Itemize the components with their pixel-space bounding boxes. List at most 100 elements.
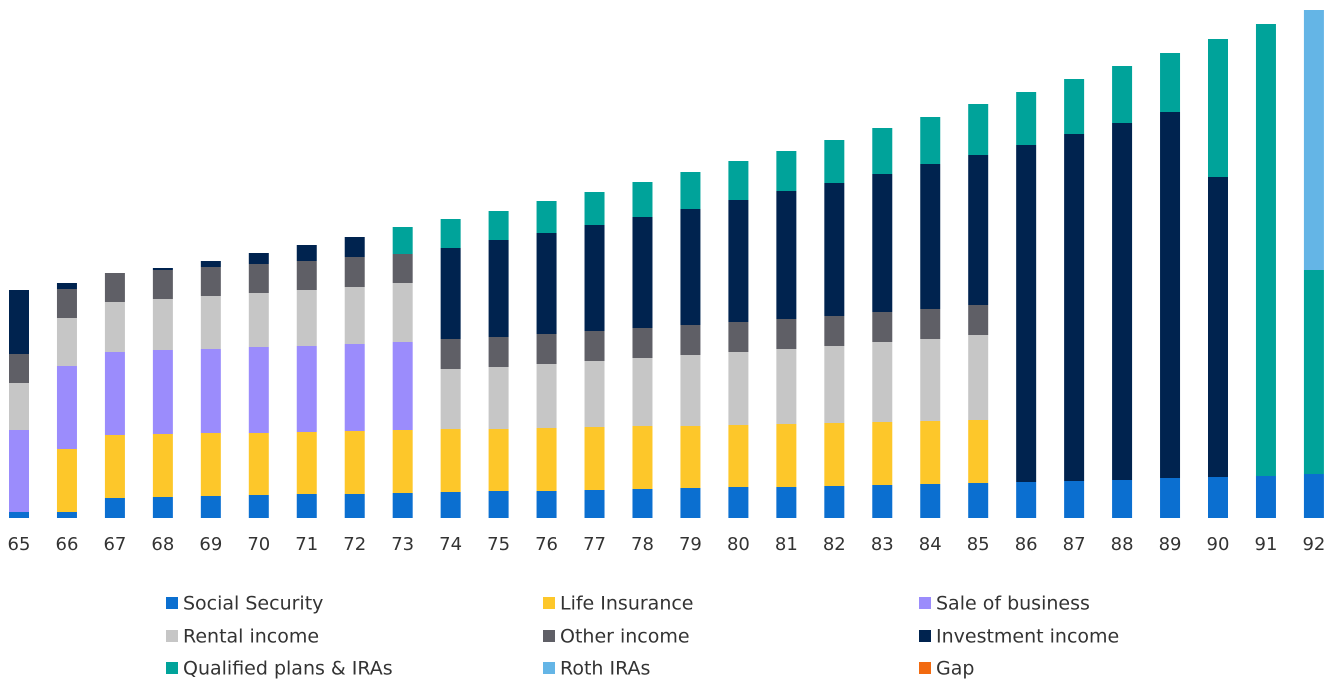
- bar-segment: [9, 290, 29, 354]
- bar-segment: [488, 367, 509, 429]
- x-tick-label: 88: [1111, 534, 1134, 555]
- legend-label: Other income: [560, 626, 690, 648]
- bar-segment: [296, 261, 317, 290]
- legend-swatch: [543, 597, 555, 609]
- bar-segment: [104, 498, 125, 518]
- bar-segment: [104, 302, 125, 352]
- bar-segment: [872, 128, 893, 174]
- bar-segment: [728, 200, 749, 322]
- bar-segment: [152, 268, 173, 270]
- bar-segment: [1255, 24, 1276, 476]
- bar-segment: [56, 512, 77, 518]
- x-tick-label: 86: [1015, 534, 1038, 555]
- bar-segment: [296, 494, 317, 518]
- bar-segment: [56, 289, 77, 318]
- bar-segment: [1016, 145, 1037, 482]
- bar-segment: [1064, 79, 1085, 134]
- bar-segment: [440, 429, 461, 492]
- bar-segment: [200, 296, 221, 349]
- bar-segment: [632, 217, 653, 328]
- legend-label: Life Insurance: [560, 593, 694, 615]
- x-tick-label: 68: [151, 534, 174, 555]
- bar-segment: [680, 209, 701, 325]
- legend-swatch: [919, 662, 931, 674]
- bar-segment: [920, 339, 941, 421]
- x-tick-label: 75: [487, 534, 510, 555]
- bar-segment: [584, 192, 605, 225]
- bar-segment: [872, 312, 893, 342]
- x-tick-label: 89: [1159, 534, 1182, 555]
- bar-segment: [776, 191, 797, 319]
- bar-segment: [296, 245, 317, 261]
- bar-segment: [968, 104, 989, 155]
- bar-segment: [152, 299, 173, 350]
- x-tick-label: 84: [919, 534, 942, 555]
- x-tick-label: 65: [8, 534, 31, 555]
- bar-segment: [536, 334, 557, 364]
- bar-segment: [824, 316, 845, 346]
- bar-segment: [584, 427, 605, 490]
- bar-segment: [632, 426, 653, 489]
- bar-segment: [632, 358, 653, 426]
- x-tick-label: 79: [679, 534, 702, 555]
- bar-segment: [776, 151, 797, 191]
- bar-segment: [824, 346, 845, 423]
- bar-segment: [440, 219, 461, 248]
- bar-segment: [1208, 477, 1228, 518]
- bar-segment: [824, 183, 845, 316]
- bar-segment: [392, 342, 413, 430]
- bar-segment: [824, 423, 845, 486]
- bar-segment: [104, 352, 125, 435]
- bar-segment: [392, 254, 413, 283]
- x-tick-label: 90: [1207, 534, 1230, 555]
- bar-segment: [680, 488, 701, 518]
- bar-segment: [728, 352, 749, 425]
- legend-swatch: [166, 630, 178, 642]
- bar-segment: [536, 201, 557, 233]
- x-tick-label: 85: [967, 534, 990, 555]
- bar-segment: [344, 257, 365, 287]
- bar-segment: [488, 337, 509, 367]
- bar-segment: [1255, 476, 1276, 518]
- bar-segment: [584, 361, 605, 427]
- legend-swatch: [166, 662, 178, 674]
- bar-segment: [248, 253, 269, 264]
- bar-segment: [680, 325, 701, 355]
- bar-segment: [1016, 482, 1037, 518]
- bar-segment: [296, 346, 317, 432]
- bar-segment: [1208, 39, 1228, 177]
- legend-swatch: [919, 630, 931, 642]
- bar-segment: [1016, 92, 1037, 145]
- bar-segment: [152, 497, 173, 518]
- bar-segment: [200, 349, 221, 433]
- bar-segment: [920, 421, 941, 484]
- bar-segment: [248, 495, 269, 518]
- bar-segment: [248, 293, 269, 347]
- bar-segment: [824, 140, 845, 183]
- bar-segment: [584, 331, 605, 361]
- bar-segment: [968, 420, 989, 483]
- bar-segment: [56, 283, 77, 289]
- bar-segment: [440, 492, 461, 518]
- x-tick-label: 76: [535, 534, 558, 555]
- bar-segment: [632, 182, 653, 217]
- bar-segment: [1303, 474, 1324, 518]
- bar-segment: [776, 349, 797, 424]
- bar-segment: [9, 512, 29, 518]
- x-tick-label: 71: [295, 534, 318, 555]
- bar-segment: [776, 487, 797, 518]
- bar-segment: [1112, 66, 1133, 123]
- bar-segment: [488, 211, 509, 240]
- x-tick-label: 74: [439, 534, 462, 555]
- bar-segment: [440, 369, 461, 429]
- bar-segment: [1112, 480, 1133, 518]
- bar-segment: [920, 117, 941, 164]
- bar-segment: [728, 322, 749, 352]
- bar-segment: [344, 494, 365, 518]
- bar-segment: [968, 335, 989, 420]
- bar-segment: [584, 490, 605, 518]
- x-tick-label: 91: [1255, 534, 1278, 555]
- bar-segment: [392, 227, 413, 254]
- bar-segment: [536, 491, 557, 518]
- bar-segment: [488, 491, 509, 518]
